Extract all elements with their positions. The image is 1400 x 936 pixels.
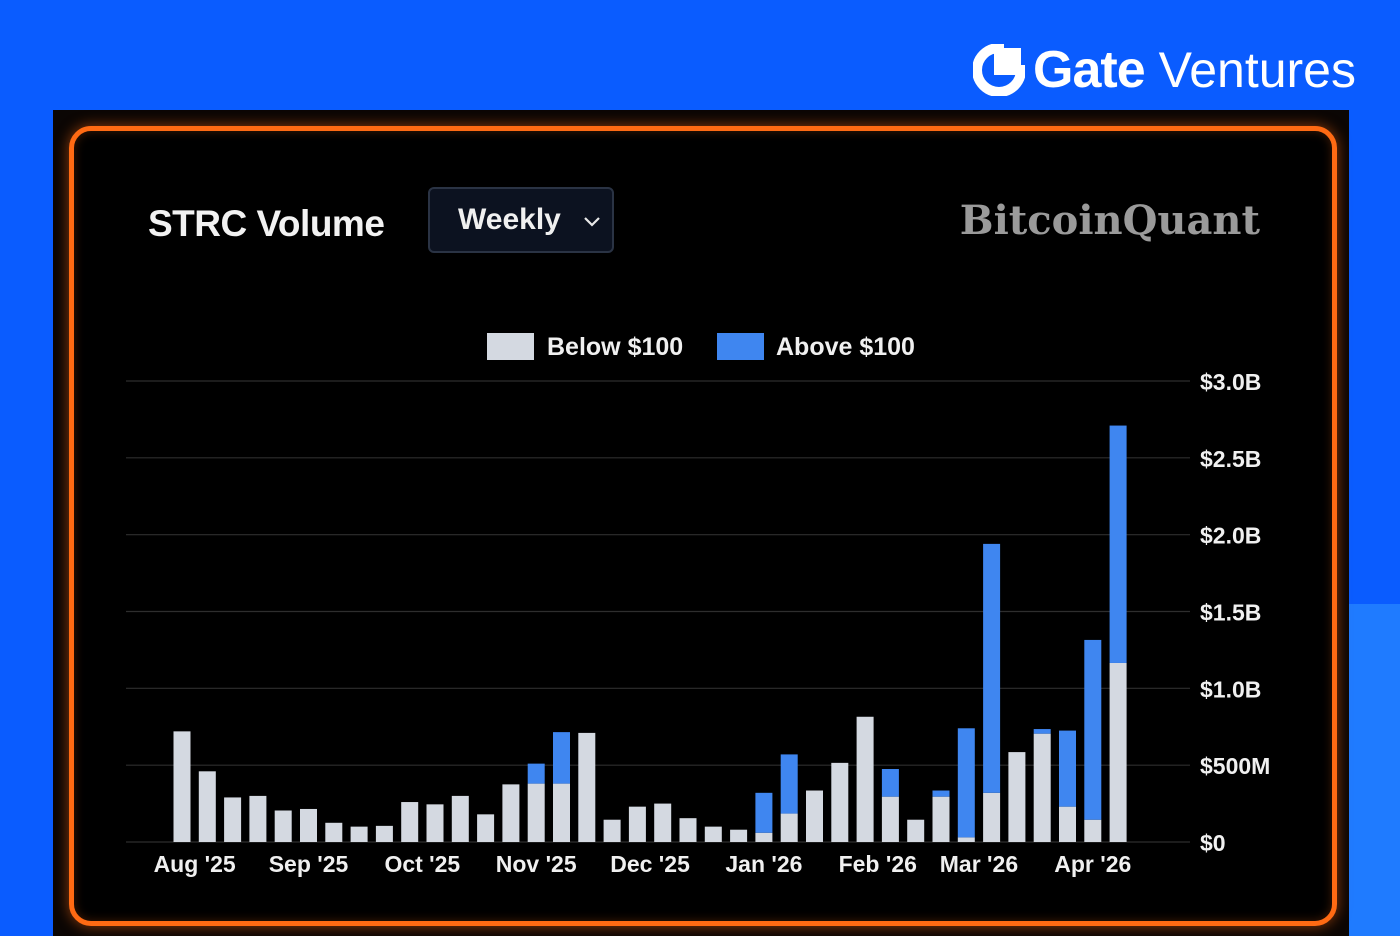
bar-below-100 (957, 837, 975, 842)
bar-below-100 (325, 822, 343, 842)
bar-below-100 (1033, 733, 1051, 842)
bar-below-100 (451, 795, 469, 842)
brand-name-bold: Gate (1033, 41, 1146, 99)
y-tick-label: $0 (1200, 830, 1226, 856)
chart-title: STRC Volume (148, 203, 385, 244)
bar-below-100 (401, 802, 419, 842)
bar-below-100 (477, 814, 495, 842)
bar-above-100 (932, 790, 950, 797)
bar-below-100 (603, 819, 621, 842)
bar-below-100 (628, 806, 646, 842)
bar-below-100 (502, 784, 520, 842)
bar-above-100 (1109, 425, 1127, 663)
bar-below-100 (1109, 662, 1127, 842)
bar-above-100 (780, 754, 798, 814)
bar-below-100 (679, 818, 697, 842)
bar-below-100 (300, 808, 317, 842)
bar-above-100 (755, 792, 773, 833)
bar-below-100 (856, 716, 874, 842)
period-select[interactable]: Weekly (428, 187, 614, 253)
bar-below-100 (780, 813, 798, 842)
x-tick-label: Dec '25 (610, 851, 690, 877)
x-tick-label: Apr '26 (1054, 851, 1131, 877)
bar-above-100 (881, 769, 899, 797)
bar-below-100 (173, 731, 191, 842)
background-strip (1349, 604, 1400, 936)
bar-below-100 (198, 771, 216, 842)
x-tick-label: Nov '25 (496, 851, 577, 877)
x-tick-label: Aug '25 (154, 851, 236, 877)
y-tick-label: $1.5B (1200, 600, 1261, 626)
bar-above-100 (1033, 729, 1051, 734)
bar-below-100 (1084, 819, 1102, 842)
bar-below-100 (983, 792, 1001, 842)
period-select-value: Weekly (458, 203, 561, 236)
bar-above-100 (957, 728, 975, 838)
y-tick-label: $2.5B (1200, 446, 1261, 472)
y-tick-label: $500M (1200, 753, 1270, 779)
brand-logo: Gate Ventures (973, 44, 1356, 96)
bar-below-100 (881, 796, 899, 842)
chevron-down-icon (584, 217, 600, 227)
bar-below-100 (426, 804, 444, 842)
bar-below-100 (755, 832, 773, 842)
bar-above-100 (1084, 639, 1102, 820)
legend-label-below: Below $100 (547, 333, 683, 361)
bar-below-100 (907, 819, 925, 842)
y-tick-label: $1.0B (1200, 676, 1261, 702)
bar-below-100 (932, 796, 950, 842)
bar-below-100 (224, 797, 242, 842)
bar-below-100 (578, 732, 596, 842)
brand-name-light: Ventures (1158, 42, 1356, 98)
bar-below-100 (527, 783, 545, 842)
bar-above-100 (983, 543, 1001, 793)
legend-swatch-below (487, 333, 534, 360)
gate-logo-icon (973, 44, 1026, 96)
bar-below-100 (806, 790, 823, 842)
bar-below-100 (831, 762, 849, 842)
x-tick-label: Sep '25 (269, 851, 349, 877)
bar-below-100 (730, 829, 748, 842)
bar-above-100 (527, 763, 545, 784)
x-tick-label: Feb '26 (839, 851, 917, 877)
bar-below-100 (553, 783, 570, 842)
bar-below-100 (274, 810, 292, 842)
bar-below-100 (1008, 752, 1026, 842)
bar-below-100 (654, 803, 672, 842)
legend-swatch-above (717, 333, 764, 360)
bar-below-100 (704, 826, 722, 842)
legend-label-above: Above $100 (776, 333, 915, 361)
x-tick-label: Jan '26 (725, 851, 802, 877)
y-tick-label: $2.0B (1200, 523, 1261, 549)
bar-below-100 (350, 826, 368, 842)
bar-above-100 (1059, 730, 1076, 807)
bar-below-100 (375, 825, 393, 842)
bitcoinquant-watermark: BitcoinQuant (959, 197, 1260, 244)
x-tick-label: Mar '26 (940, 851, 1018, 877)
x-tick-label: Oct '25 (384, 851, 460, 877)
bar-below-100 (249, 795, 267, 842)
bar-above-100 (553, 732, 570, 784)
bar-below-100 (1059, 806, 1076, 842)
y-tick-label: $3.0B (1200, 369, 1261, 395)
